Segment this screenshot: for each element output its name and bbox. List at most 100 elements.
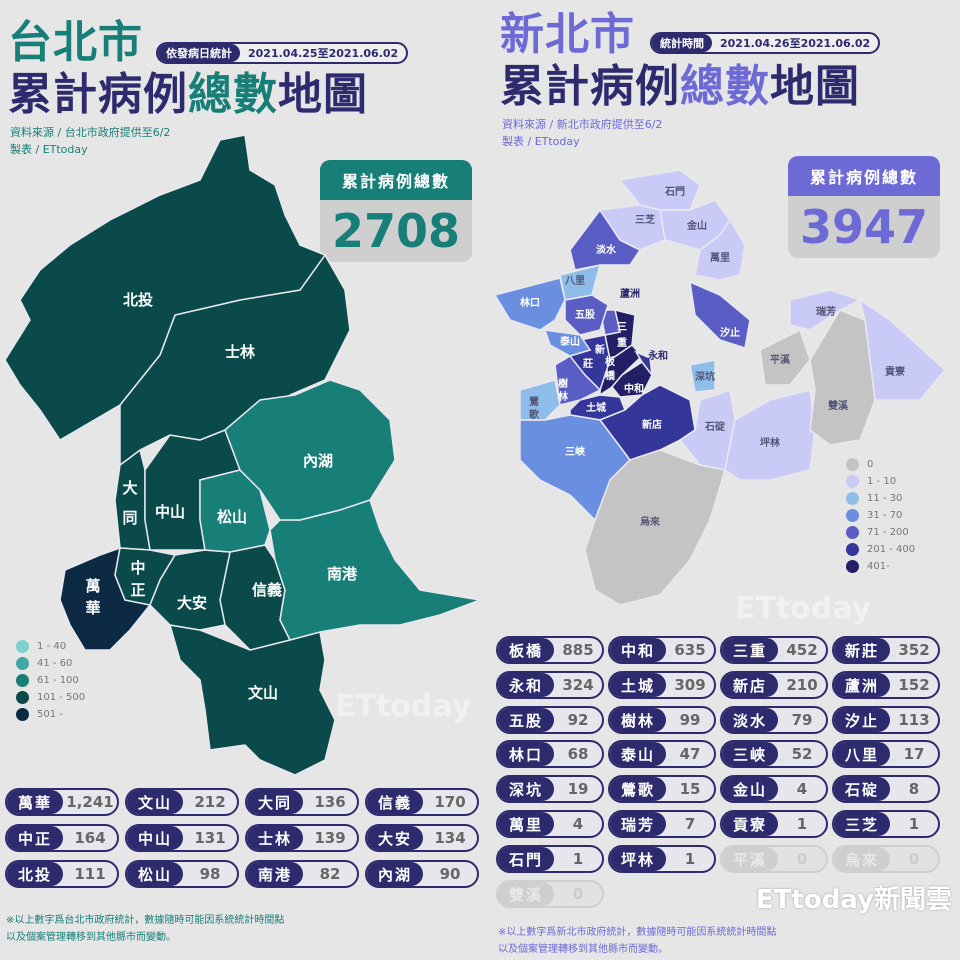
legend-label: 41 - 60 — [37, 658, 73, 669]
badge-label: 依發病日統計 — [158, 44, 240, 62]
district-label: 深坑 — [695, 370, 715, 383]
legend-swatch — [846, 492, 859, 505]
district-cases: 210 — [786, 676, 818, 694]
legend-item: 401- — [846, 558, 915, 575]
legend-swatch — [846, 543, 859, 556]
district-label: 歌 — [529, 408, 540, 421]
district-name: 汐止 — [834, 708, 890, 732]
legend-label: 1 - 10 — [867, 476, 897, 487]
district-label: 橋 — [605, 369, 616, 382]
district-cases: 885 — [562, 641, 594, 659]
district-label: 烏來 — [640, 515, 660, 528]
district-label: 新店 — [642, 418, 662, 431]
badge-label: 統計時間 — [652, 34, 712, 52]
district-stat-pill: 樹林 99 — [608, 706, 716, 734]
district-label: 坪林 — [760, 436, 781, 449]
district-region — [4, 134, 327, 442]
district-name: 淡水 — [722, 708, 778, 732]
district-name: 八里 — [834, 742, 890, 766]
district-label: 內湖 — [303, 452, 333, 470]
district-cases: 139 — [314, 829, 346, 847]
district-label: 汐止 — [720, 326, 740, 339]
district-cases: 90 — [439, 865, 461, 883]
district-name: 新店 — [722, 673, 778, 697]
taipei-title-city: 台北市 — [8, 17, 143, 68]
district-stat-pill: 文山 212 — [125, 788, 239, 816]
district-stat-pill: 北投 111 — [5, 860, 119, 888]
district-region — [724, 389, 816, 481]
district-region — [559, 263, 602, 301]
district-label: 大安 — [177, 594, 207, 612]
district-name: 金山 — [722, 777, 778, 801]
district-name: 五股 — [498, 708, 554, 732]
district-cases: 170 — [434, 793, 466, 811]
district-label: 金山 — [686, 219, 707, 232]
district-stat-pill: 汐止 113 — [832, 706, 940, 734]
district-name: 三芝 — [834, 812, 890, 836]
district-region — [269, 499, 483, 641]
district-stat-pill: 中正 164 — [5, 824, 119, 852]
title-highlight: 總數 — [188, 69, 278, 120]
note-line: ※以上數字爲台北市政府統計，數據隨時可能因系統統計時間點 — [6, 915, 285, 926]
legend-item: 501 - — [16, 706, 85, 723]
legend-label: 201 - 400 — [867, 544, 916, 555]
district-name: 萬里 — [498, 812, 554, 836]
district-label: 正 — [130, 581, 145, 599]
district-label: 信義 — [252, 581, 282, 599]
note-line: ※以上數字爲新北市政府統計，數據隨時可能因系統統計時間點 — [498, 927, 777, 938]
legend-label: 101 - 500 — [37, 692, 86, 703]
district-label: 蘆洲 — [620, 287, 640, 300]
legend-label: 401- — [867, 561, 890, 572]
district-name: 樹林 — [610, 708, 666, 732]
district-stat-pill: 大同 136 — [245, 788, 359, 816]
district-stat-pill: 三芝 1 — [832, 810, 940, 838]
district-cases: 98 — [199, 865, 221, 883]
district-label: 淡水 — [596, 243, 617, 256]
district-cases: 52 — [791, 745, 813, 763]
district-region — [59, 546, 152, 651]
district-cases: 113 — [898, 711, 930, 729]
district-name: 三峽 — [722, 742, 778, 766]
district-stat-pill: 坪林 1 — [608, 845, 716, 873]
district-stat-pill: 鶯歌 15 — [608, 775, 716, 803]
district-cases: 352 — [898, 641, 930, 659]
district-label: 石碇 — [704, 420, 725, 433]
district-stat-pill: 中和 635 — [608, 636, 716, 664]
newtaipei-total-box: 累計病例總數 3947 — [788, 156, 940, 258]
district-name: 新莊 — [834, 638, 890, 662]
district-label: 鶯 — [529, 395, 539, 408]
district-stat-pill: 金山 4 — [720, 775, 828, 803]
district-stat-pill: 五股 92 — [496, 706, 604, 734]
legend-label: 1 - 40 — [37, 641, 67, 652]
district-stat-pill: 萬里 4 — [496, 810, 604, 838]
district-label: 土城 — [586, 401, 606, 414]
district-region — [689, 359, 716, 393]
district-label: 同 — [122, 509, 137, 527]
legend-swatch — [16, 691, 29, 704]
total-label: 累計病例總數 — [320, 160, 472, 200]
district-name: 蘆洲 — [834, 673, 890, 697]
badge-value: 2021.04.26至2021.06.02 — [720, 37, 871, 50]
taipei-date-badge: 依發病日統計 2021.04.25至2021.06.02 — [156, 42, 409, 64]
district-stat-pill: 松山 98 — [125, 860, 239, 888]
district-stat-pill: 土城 309 — [608, 671, 716, 699]
note-line: 以及個案管理轉移到其他縣市而變動。 — [498, 944, 668, 955]
district-stat-pill: 瑞芳 7 — [608, 810, 716, 838]
district-name: 石碇 — [834, 777, 890, 801]
title-part: 地圖 — [278, 69, 368, 120]
taipei-source: 資料來源 / 台北市政府提供至6/2 製表 / ETtoday — [10, 124, 170, 158]
district-label: 平溪 — [770, 353, 791, 366]
legend-item: 0 — [846, 456, 915, 473]
district-region — [618, 169, 701, 211]
district-stat-pill: 淡水 79 — [720, 706, 828, 734]
total-value: 3947 — [788, 196, 940, 258]
district-cases: 111 — [74, 865, 106, 883]
district-cases: 79 — [791, 711, 813, 729]
district-stat-pill: 板橋 885 — [496, 636, 604, 664]
district-name: 永和 — [498, 673, 554, 697]
legend-label: 0 — [867, 459, 874, 470]
newtaipei-title-main: 累計病例總數地圖 — [500, 62, 860, 112]
district-cases: 134 — [434, 829, 466, 847]
district-stat-pill: 大安 134 — [365, 824, 479, 852]
district-label: 三 — [617, 321, 627, 333]
